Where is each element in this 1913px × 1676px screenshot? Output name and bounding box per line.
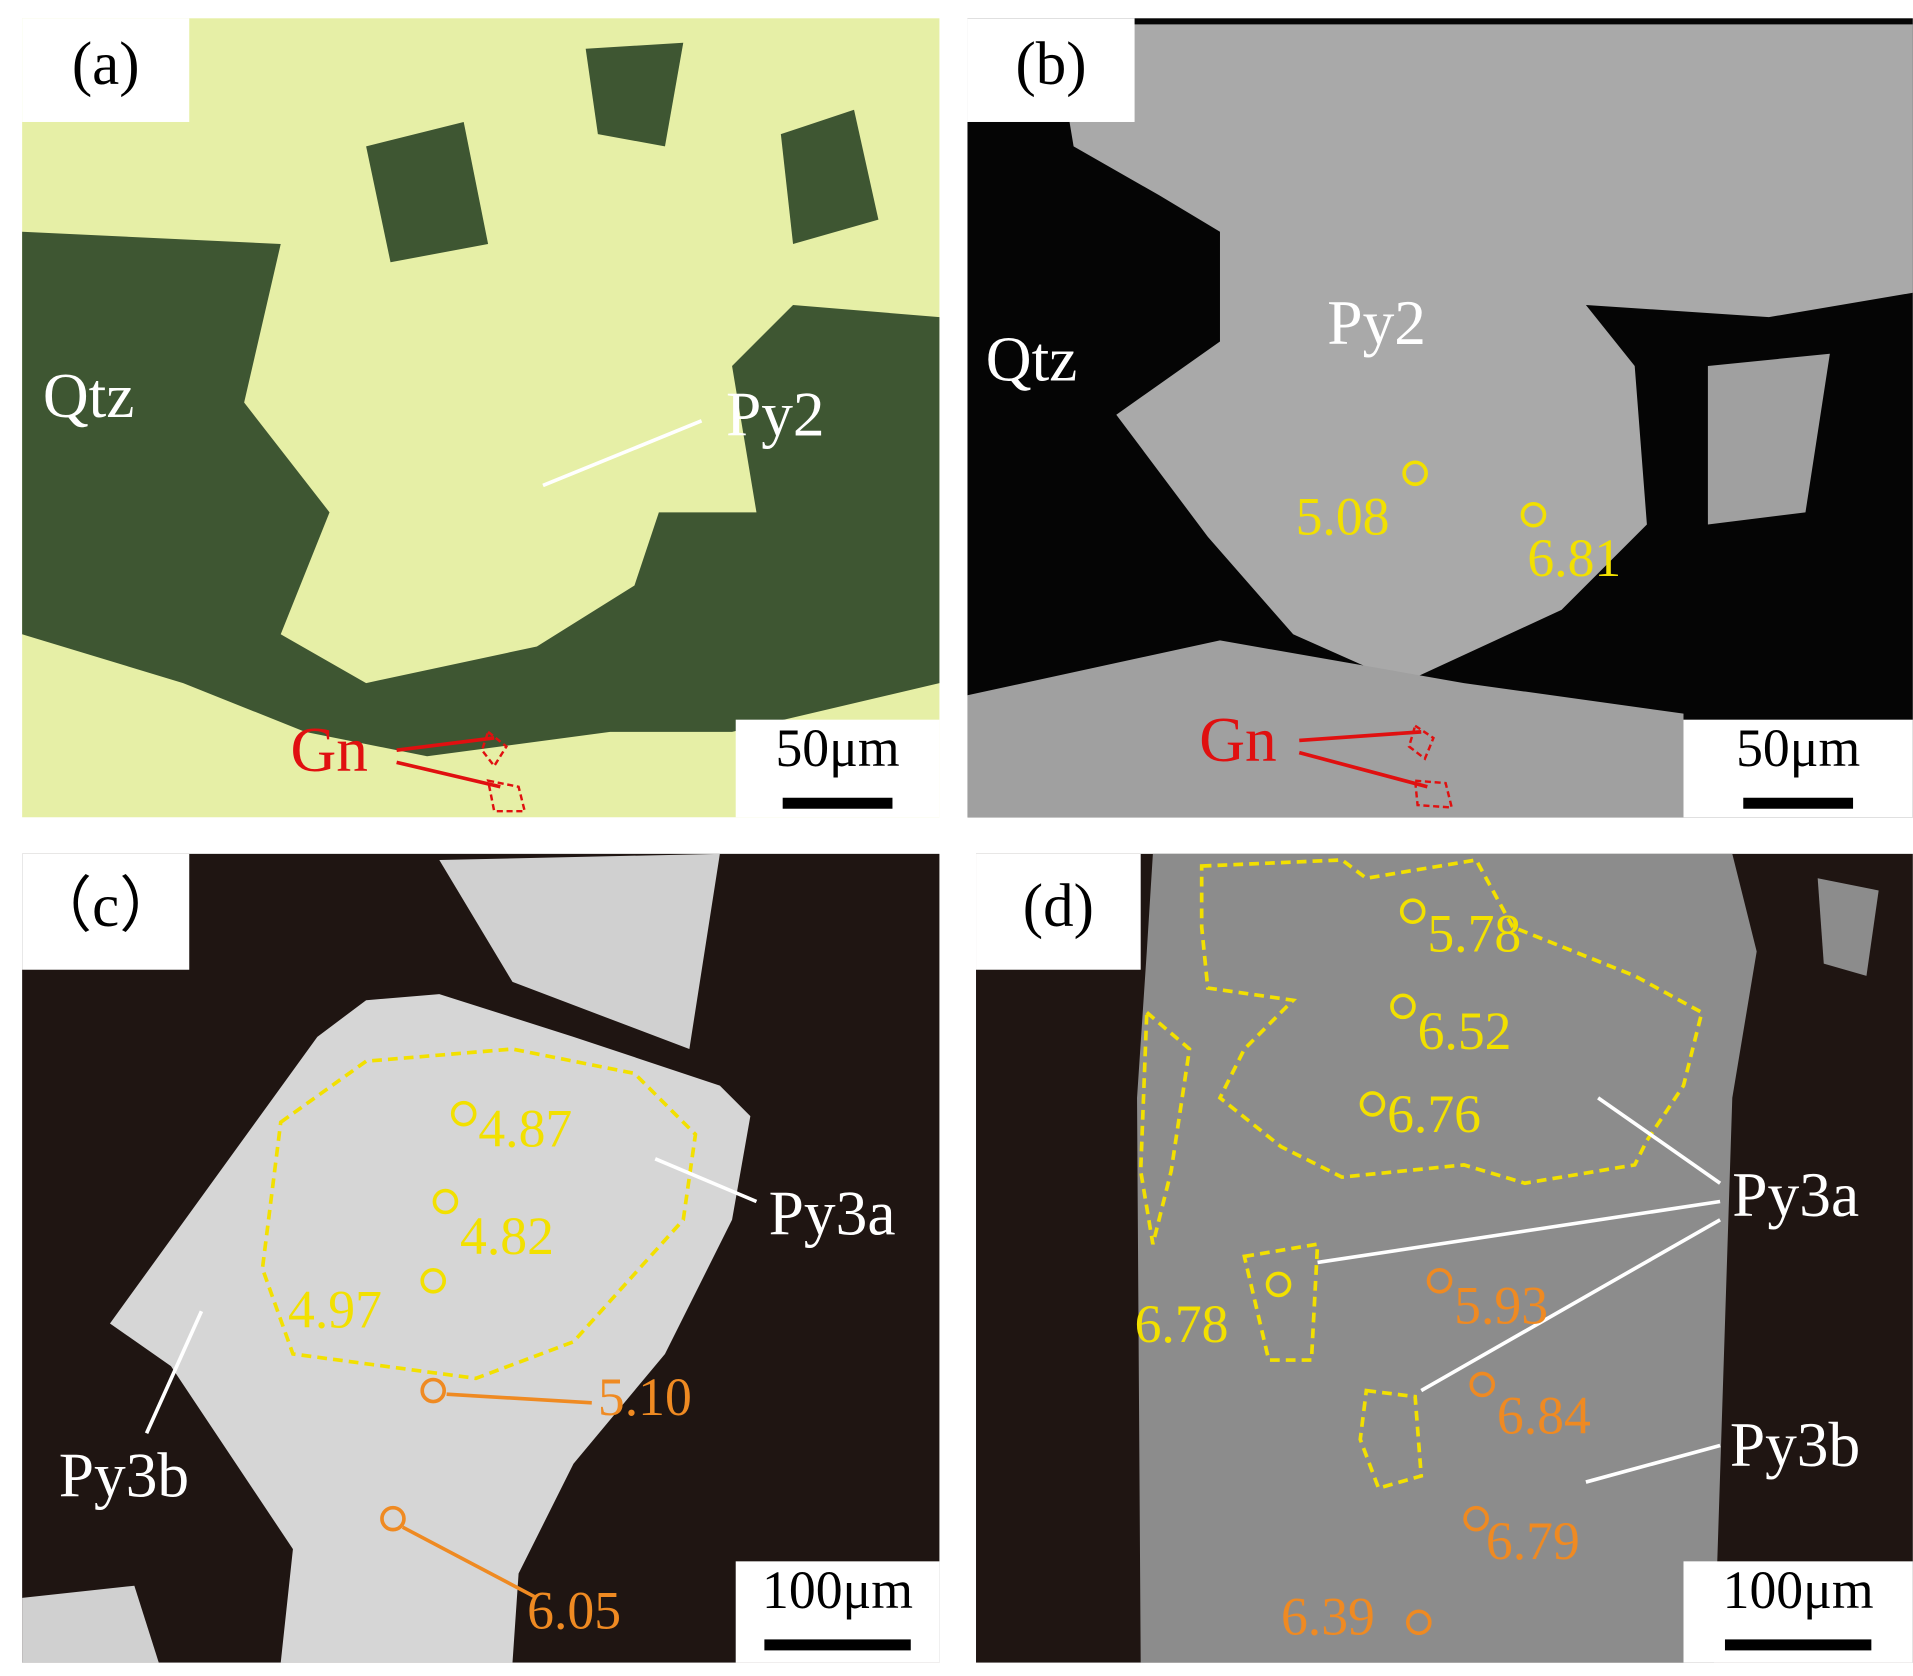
analysis-spot (432, 1188, 459, 1215)
pyrite-region (1137, 853, 1757, 1663)
scale-bar-label: 100μm (762, 1560, 913, 1620)
leader-line (1420, 1218, 1722, 1393)
mineral-label: Gn (1199, 704, 1276, 775)
scale-bar (1743, 797, 1854, 809)
analysis-spot (1469, 1371, 1496, 1398)
analysis-spot (450, 1100, 477, 1127)
pyrite-region (1817, 878, 1879, 976)
mineral-label: Py3b (1730, 1409, 1860, 1480)
label-box (22, 18, 190, 122)
zone-outline (1199, 857, 1704, 1186)
analysis-spot (1399, 898, 1426, 924)
mineral-label: Py2 (726, 378, 825, 449)
galena-outline (480, 729, 509, 769)
spot-value: 5.08 (1296, 486, 1390, 546)
mineral-label: Qtz (986, 323, 1078, 394)
leader-line (396, 736, 495, 752)
zone-outline (1358, 1388, 1424, 1491)
leader-line (401, 1525, 538, 1600)
spot-value: 6.05 (527, 1581, 621, 1641)
scale-bar (764, 1639, 911, 1651)
mineral-label: Py2 (1327, 287, 1426, 358)
panel-label: （c） (31, 873, 180, 940)
analysis-spot (380, 1505, 406, 1532)
mineral-label: Py3a (769, 1177, 896, 1248)
pyrite-region (109, 994, 751, 1663)
spot-value: 6.76 (1387, 1084, 1481, 1144)
analysis-spot (1463, 1505, 1489, 1532)
mineral-label: Py3a (1732, 1159, 1859, 1230)
analysis-spot (420, 1267, 447, 1294)
label-box (967, 18, 1135, 122)
leader-line (1597, 1096, 1722, 1185)
scale-bar-label: 100μm (1723, 1560, 1874, 1620)
pyrite-region (439, 853, 720, 1050)
mineral-label: Qtz (43, 360, 135, 431)
spot-value: 6.78 (1135, 1294, 1229, 1354)
spot-value: 5.93 (1454, 1276, 1548, 1336)
spot-value: 6.84 (1497, 1385, 1591, 1445)
leader-line (542, 419, 703, 488)
leader-line (654, 1157, 758, 1204)
analysis-spot (1390, 993, 1416, 1020)
galena-outline (486, 779, 527, 813)
zone-outline (1138, 1008, 1192, 1245)
spot-value: 5.78 (1427, 904, 1521, 964)
scale-bar-label: 50μm (775, 718, 899, 778)
galena-outline (1413, 779, 1454, 809)
analysis-spot (1426, 1267, 1453, 1294)
analysis-spot (1402, 460, 1428, 487)
label-box (976, 853, 1141, 970)
pyrite-region (1061, 24, 1913, 684)
analysis-spot (1265, 1271, 1292, 1298)
leader-line (446, 1392, 592, 1405)
spot-value: 4.82 (460, 1206, 554, 1266)
pyrite-region (22, 1585, 159, 1663)
scale-bar (1724, 1639, 1872, 1651)
spot-value: 6.81 (1527, 528, 1621, 588)
pyrite-region (967, 640, 1684, 818)
leader-line (396, 760, 501, 789)
analysis-spot (1520, 501, 1547, 528)
leader-line (1299, 730, 1422, 743)
zone-outline (1242, 1242, 1320, 1362)
leader-line (1298, 750, 1428, 789)
spot-value: 5.10 (598, 1367, 692, 1427)
analysis-spot (1405, 1609, 1432, 1636)
spot-value: 6.39 (1281, 1587, 1375, 1647)
quartz-region (780, 109, 879, 244)
spot-value: 6.52 (1418, 1001, 1512, 1061)
analysis-spot (1359, 1091, 1386, 1117)
spot-value: 6.79 (1486, 1511, 1580, 1571)
leader-line (1585, 1443, 1721, 1484)
panel-label: (d) (1023, 873, 1094, 940)
pyrite-region (1707, 353, 1830, 525)
galena-outline (1407, 723, 1435, 761)
leader-line (144, 1310, 204, 1435)
spot-value: 4.97 (288, 1279, 382, 1339)
scale-bar (782, 797, 893, 809)
zone-outline (260, 1047, 698, 1381)
panel-label: (b) (1015, 31, 1086, 98)
quartz-region (22, 231, 940, 757)
scale-bar-label: 50μm (1736, 718, 1860, 778)
label-box (22, 853, 190, 970)
quartz-region (366, 121, 489, 263)
leader-line (1317, 1199, 1721, 1265)
panel-label: (a) (72, 31, 140, 98)
analysis-spot (420, 1377, 447, 1404)
spot-value: 4.87 (478, 1099, 572, 1159)
quartz-region (585, 42, 684, 147)
mineral-label: Py3b (59, 1440, 189, 1511)
mineral-label: Gn (290, 714, 368, 785)
